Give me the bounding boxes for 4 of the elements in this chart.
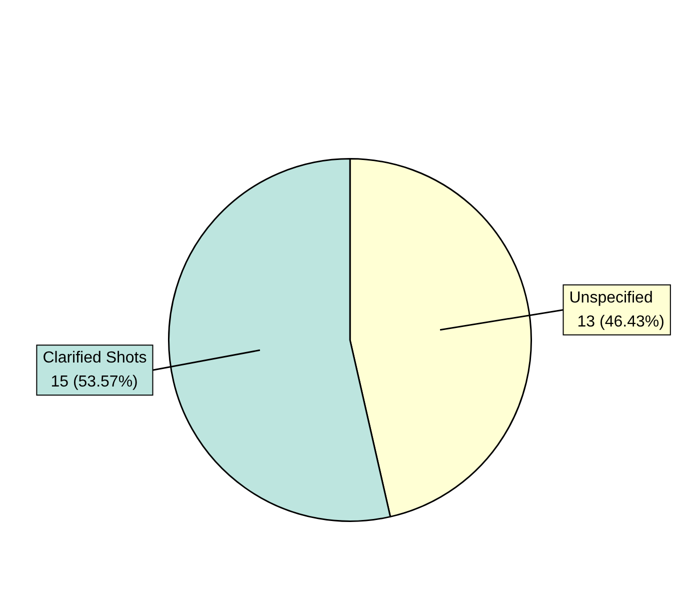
- data-label: 15 (53.57%): [50, 374, 138, 391]
- slice-label: Unspecified: [569, 289, 653, 306]
- slice-label: Clarified Shots: [42, 350, 147, 367]
- data-label: 13 (46.43%): [577, 313, 664, 330]
